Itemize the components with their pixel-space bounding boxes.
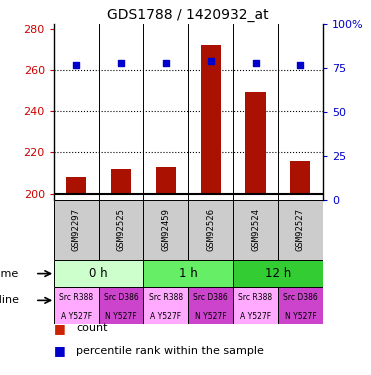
Bar [246, 93, 266, 194]
Text: GSM92525: GSM92525 [116, 208, 125, 251]
Text: 0 h: 0 h [89, 267, 108, 280]
Bar [290, 160, 311, 194]
Bar [144, 288, 188, 324]
Text: GSM92527: GSM92527 [296, 208, 305, 251]
Text: GSM92459: GSM92459 [161, 208, 170, 251]
Bar [188, 288, 233, 324]
Point [163, 60, 169, 66]
Text: GSM92524: GSM92524 [251, 208, 260, 251]
Text: cell line: cell line [0, 296, 19, 305]
Text: count: count [76, 323, 108, 333]
Bar [278, 200, 323, 260]
Text: ■: ■ [54, 322, 66, 334]
Bar [54, 288, 99, 324]
Text: A Y527F: A Y527F [60, 312, 92, 321]
Bar [54, 260, 144, 288]
Text: N Y527F: N Y527F [195, 312, 227, 321]
Text: N Y527F: N Y527F [105, 312, 137, 321]
Text: N Y527F: N Y527F [285, 312, 316, 321]
Point [253, 60, 259, 66]
Text: time: time [0, 268, 19, 279]
Text: Src D386: Src D386 [193, 293, 228, 302]
Bar [54, 200, 99, 260]
Bar [233, 288, 278, 324]
Point [298, 62, 303, 68]
Text: Src R388: Src R388 [239, 293, 273, 302]
Bar [201, 45, 221, 194]
Text: Src R388: Src R388 [149, 293, 183, 302]
Bar [99, 288, 144, 324]
Bar [233, 200, 278, 260]
Bar [99, 200, 144, 260]
Point [73, 62, 79, 68]
Bar [144, 200, 188, 260]
Text: percentile rank within the sample: percentile rank within the sample [76, 346, 264, 355]
Text: ■: ■ [54, 344, 66, 357]
Bar [111, 169, 131, 194]
Bar [156, 167, 176, 194]
Bar [144, 260, 233, 288]
Text: A Y527F: A Y527F [240, 312, 271, 321]
Bar [188, 200, 233, 260]
Text: A Y527F: A Y527F [150, 312, 181, 321]
Text: Src R388: Src R388 [59, 293, 93, 302]
Text: Src D386: Src D386 [283, 293, 318, 302]
Point [118, 60, 124, 66]
Text: GSM92526: GSM92526 [206, 208, 215, 251]
Text: 1 h: 1 h [179, 267, 198, 280]
Bar [233, 260, 323, 288]
Point [208, 58, 214, 64]
Text: 12 h: 12 h [265, 267, 291, 280]
Text: GSM92297: GSM92297 [72, 208, 81, 251]
Bar [278, 288, 323, 324]
Bar [66, 177, 86, 194]
Text: Src D386: Src D386 [104, 293, 138, 302]
Title: GDS1788 / 1420932_at: GDS1788 / 1420932_at [108, 8, 269, 22]
